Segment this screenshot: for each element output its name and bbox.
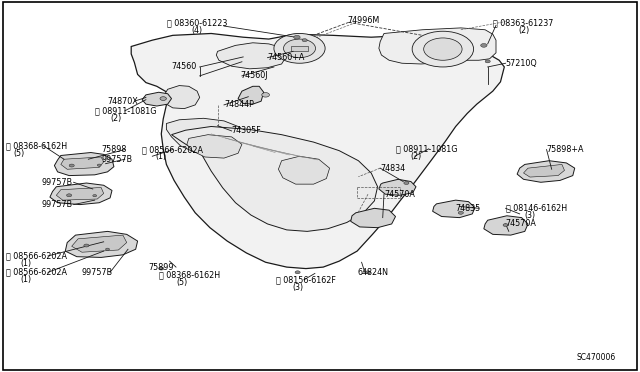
- Text: 74570A: 74570A: [506, 219, 536, 228]
- Text: (1): (1): [156, 153, 167, 161]
- Text: (1): (1): [20, 259, 31, 268]
- Text: (3): (3): [524, 211, 536, 220]
- Text: Ⓑ 08156-6162F: Ⓑ 08156-6162F: [276, 275, 337, 284]
- Text: Ⓢ 08368-6162H: Ⓢ 08368-6162H: [6, 141, 68, 150]
- Circle shape: [93, 195, 97, 197]
- Polygon shape: [216, 43, 287, 69]
- Text: Ⓑ 08146-6162H: Ⓑ 08146-6162H: [506, 204, 567, 213]
- Text: (5): (5): [177, 278, 188, 287]
- Circle shape: [485, 60, 490, 63]
- Polygon shape: [524, 164, 564, 177]
- Polygon shape: [65, 231, 138, 257]
- Text: (1): (1): [20, 275, 31, 284]
- Circle shape: [84, 244, 89, 247]
- Circle shape: [412, 31, 474, 67]
- Circle shape: [503, 224, 508, 227]
- Polygon shape: [142, 92, 172, 106]
- Circle shape: [106, 248, 109, 250]
- Polygon shape: [72, 235, 127, 252]
- Polygon shape: [433, 200, 475, 218]
- Text: Ⓢ 08566-6202A: Ⓢ 08566-6202A: [6, 268, 67, 277]
- Text: Ⓝ 08911-1081G: Ⓝ 08911-1081G: [95, 106, 156, 115]
- Text: 75898: 75898: [101, 145, 127, 154]
- Text: 64824N: 64824N: [357, 268, 388, 277]
- Text: 74834: 74834: [380, 164, 405, 173]
- Text: Ⓢ 08363-61237: Ⓢ 08363-61237: [493, 19, 554, 28]
- Polygon shape: [50, 183, 112, 205]
- Text: 99757B: 99757B: [42, 200, 73, 209]
- Text: Ⓢ 08566-6202A: Ⓢ 08566-6202A: [142, 145, 203, 154]
- Polygon shape: [172, 126, 378, 231]
- Polygon shape: [517, 161, 575, 182]
- Text: (5): (5): [13, 149, 25, 158]
- Polygon shape: [351, 208, 396, 228]
- Text: 99757B: 99757B: [82, 268, 113, 277]
- Text: 74870X: 74870X: [108, 97, 138, 106]
- Text: Ⓢ 08360-61223: Ⓢ 08360-61223: [167, 19, 227, 28]
- Text: SC470006: SC470006: [577, 353, 616, 362]
- Circle shape: [160, 97, 166, 100]
- Text: 75898+A: 75898+A: [547, 145, 584, 154]
- Circle shape: [481, 44, 487, 47]
- Text: 75899: 75899: [148, 263, 174, 272]
- Circle shape: [274, 33, 325, 63]
- Circle shape: [284, 39, 316, 58]
- Text: (2): (2): [410, 152, 422, 161]
- Circle shape: [294, 35, 300, 39]
- Text: 74844P: 74844P: [224, 100, 254, 109]
- Polygon shape: [61, 157, 104, 169]
- Circle shape: [424, 38, 462, 60]
- Circle shape: [262, 93, 269, 97]
- Text: 74305F: 74305F: [232, 126, 261, 135]
- Polygon shape: [163, 86, 200, 109]
- Text: (4): (4): [191, 26, 203, 35]
- Text: 74560J: 74560J: [241, 71, 268, 80]
- Circle shape: [295, 271, 300, 274]
- Circle shape: [302, 39, 307, 42]
- Text: (2): (2): [518, 26, 529, 35]
- Text: 99757B: 99757B: [42, 178, 73, 187]
- Polygon shape: [131, 33, 504, 269]
- Text: 57210Q: 57210Q: [506, 59, 538, 68]
- Polygon shape: [379, 28, 496, 64]
- Polygon shape: [166, 118, 246, 154]
- Text: 74570A: 74570A: [384, 190, 415, 199]
- Polygon shape: [54, 153, 114, 176]
- Text: (3): (3): [292, 283, 303, 292]
- Polygon shape: [56, 187, 104, 200]
- Circle shape: [404, 182, 409, 185]
- Text: 74560: 74560: [172, 62, 196, 71]
- Text: (2): (2): [111, 114, 122, 123]
- Circle shape: [159, 267, 164, 270]
- Polygon shape: [291, 46, 308, 51]
- Text: Ⓝ 08911-1081G: Ⓝ 08911-1081G: [396, 144, 457, 153]
- Circle shape: [458, 211, 463, 214]
- Polygon shape: [484, 216, 528, 235]
- Polygon shape: [278, 156, 330, 184]
- Polygon shape: [379, 179, 416, 195]
- Circle shape: [69, 164, 74, 167]
- Polygon shape: [238, 86, 264, 104]
- Text: 74996M: 74996M: [348, 16, 380, 25]
- Polygon shape: [187, 135, 242, 158]
- Text: 99757B: 99757B: [101, 155, 132, 164]
- Text: 74835: 74835: [456, 204, 481, 213]
- Circle shape: [67, 194, 72, 197]
- Text: Ⓢ 08566-6202A: Ⓢ 08566-6202A: [6, 251, 67, 260]
- Text: Ⓑ 08368-6162H: Ⓑ 08368-6162H: [159, 271, 220, 280]
- Circle shape: [97, 164, 101, 166]
- Circle shape: [365, 271, 371, 274]
- Text: 74560+A: 74560+A: [268, 53, 305, 62]
